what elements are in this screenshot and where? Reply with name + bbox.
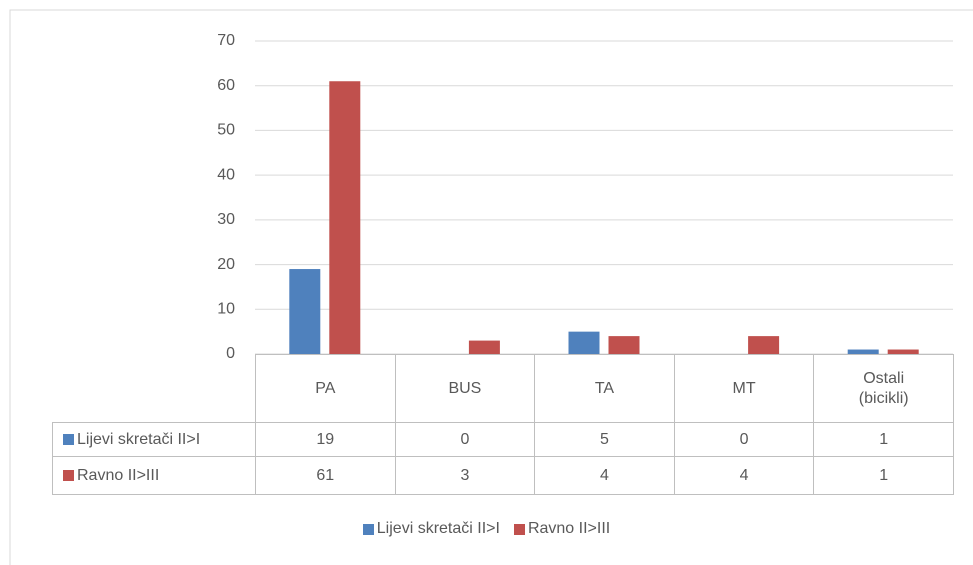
category-label: TA: [534, 354, 675, 423]
y-tick-label: 50: [217, 122, 235, 139]
row-label: Ravno II>III: [77, 466, 160, 484]
table-value: 0: [673, 422, 815, 457]
category-label: BUS: [394, 354, 536, 423]
table-value: 1: [813, 456, 954, 495]
legend-key: [63, 470, 74, 481]
legend-swatch: [362, 523, 374, 535]
category-label: MT: [673, 354, 815, 423]
y-tick-label: 10: [217, 301, 235, 318]
bar: [468, 340, 500, 354]
legend: Lijevi skretači II>I Ravno II>III: [0, 520, 973, 538]
table-value: 4: [534, 456, 675, 495]
table-value: 3: [394, 456, 536, 495]
y-tick-label: 20: [217, 256, 235, 273]
chart-border: [9, 9, 973, 565]
bar: [887, 349, 919, 354]
row-label: Lijevi skretači II>I: [77, 430, 201, 448]
legend-swatch: [513, 523, 525, 535]
bar: [568, 331, 600, 354]
y-tick-label: 40: [217, 166, 235, 183]
table-value: 19: [255, 422, 396, 457]
bar: [329, 81, 361, 354]
bar: [847, 349, 879, 354]
legend-item: Lijevi skretači II>I: [362, 520, 500, 538]
legend-label: Lijevi skretači II>I: [376, 520, 500, 537]
category-label: Ostali (bicikli): [813, 354, 954, 423]
bar: [289, 269, 321, 354]
row-header: Ravno II>III: [52, 456, 256, 495]
table-value: 5: [534, 422, 675, 457]
row-header: Lijevi skretači II>I: [52, 422, 256, 457]
bar: [608, 336, 640, 354]
category-label: PA: [255, 354, 396, 423]
y-tick-label: 30: [217, 211, 235, 228]
y-tick-label: 60: [217, 77, 235, 94]
table-value: 0: [394, 422, 536, 457]
legend-item: Ravno II>III: [513, 520, 611, 538]
table-value: 4: [673, 456, 815, 495]
y-tick-label: 70: [217, 32, 235, 49]
legend-label: Ravno II>III: [527, 520, 611, 537]
y-tick-label: 0: [226, 345, 235, 362]
table-value: 61: [255, 456, 396, 495]
table-value: 1: [813, 422, 954, 457]
legend-key: [63, 434, 74, 445]
bar: [748, 336, 780, 354]
